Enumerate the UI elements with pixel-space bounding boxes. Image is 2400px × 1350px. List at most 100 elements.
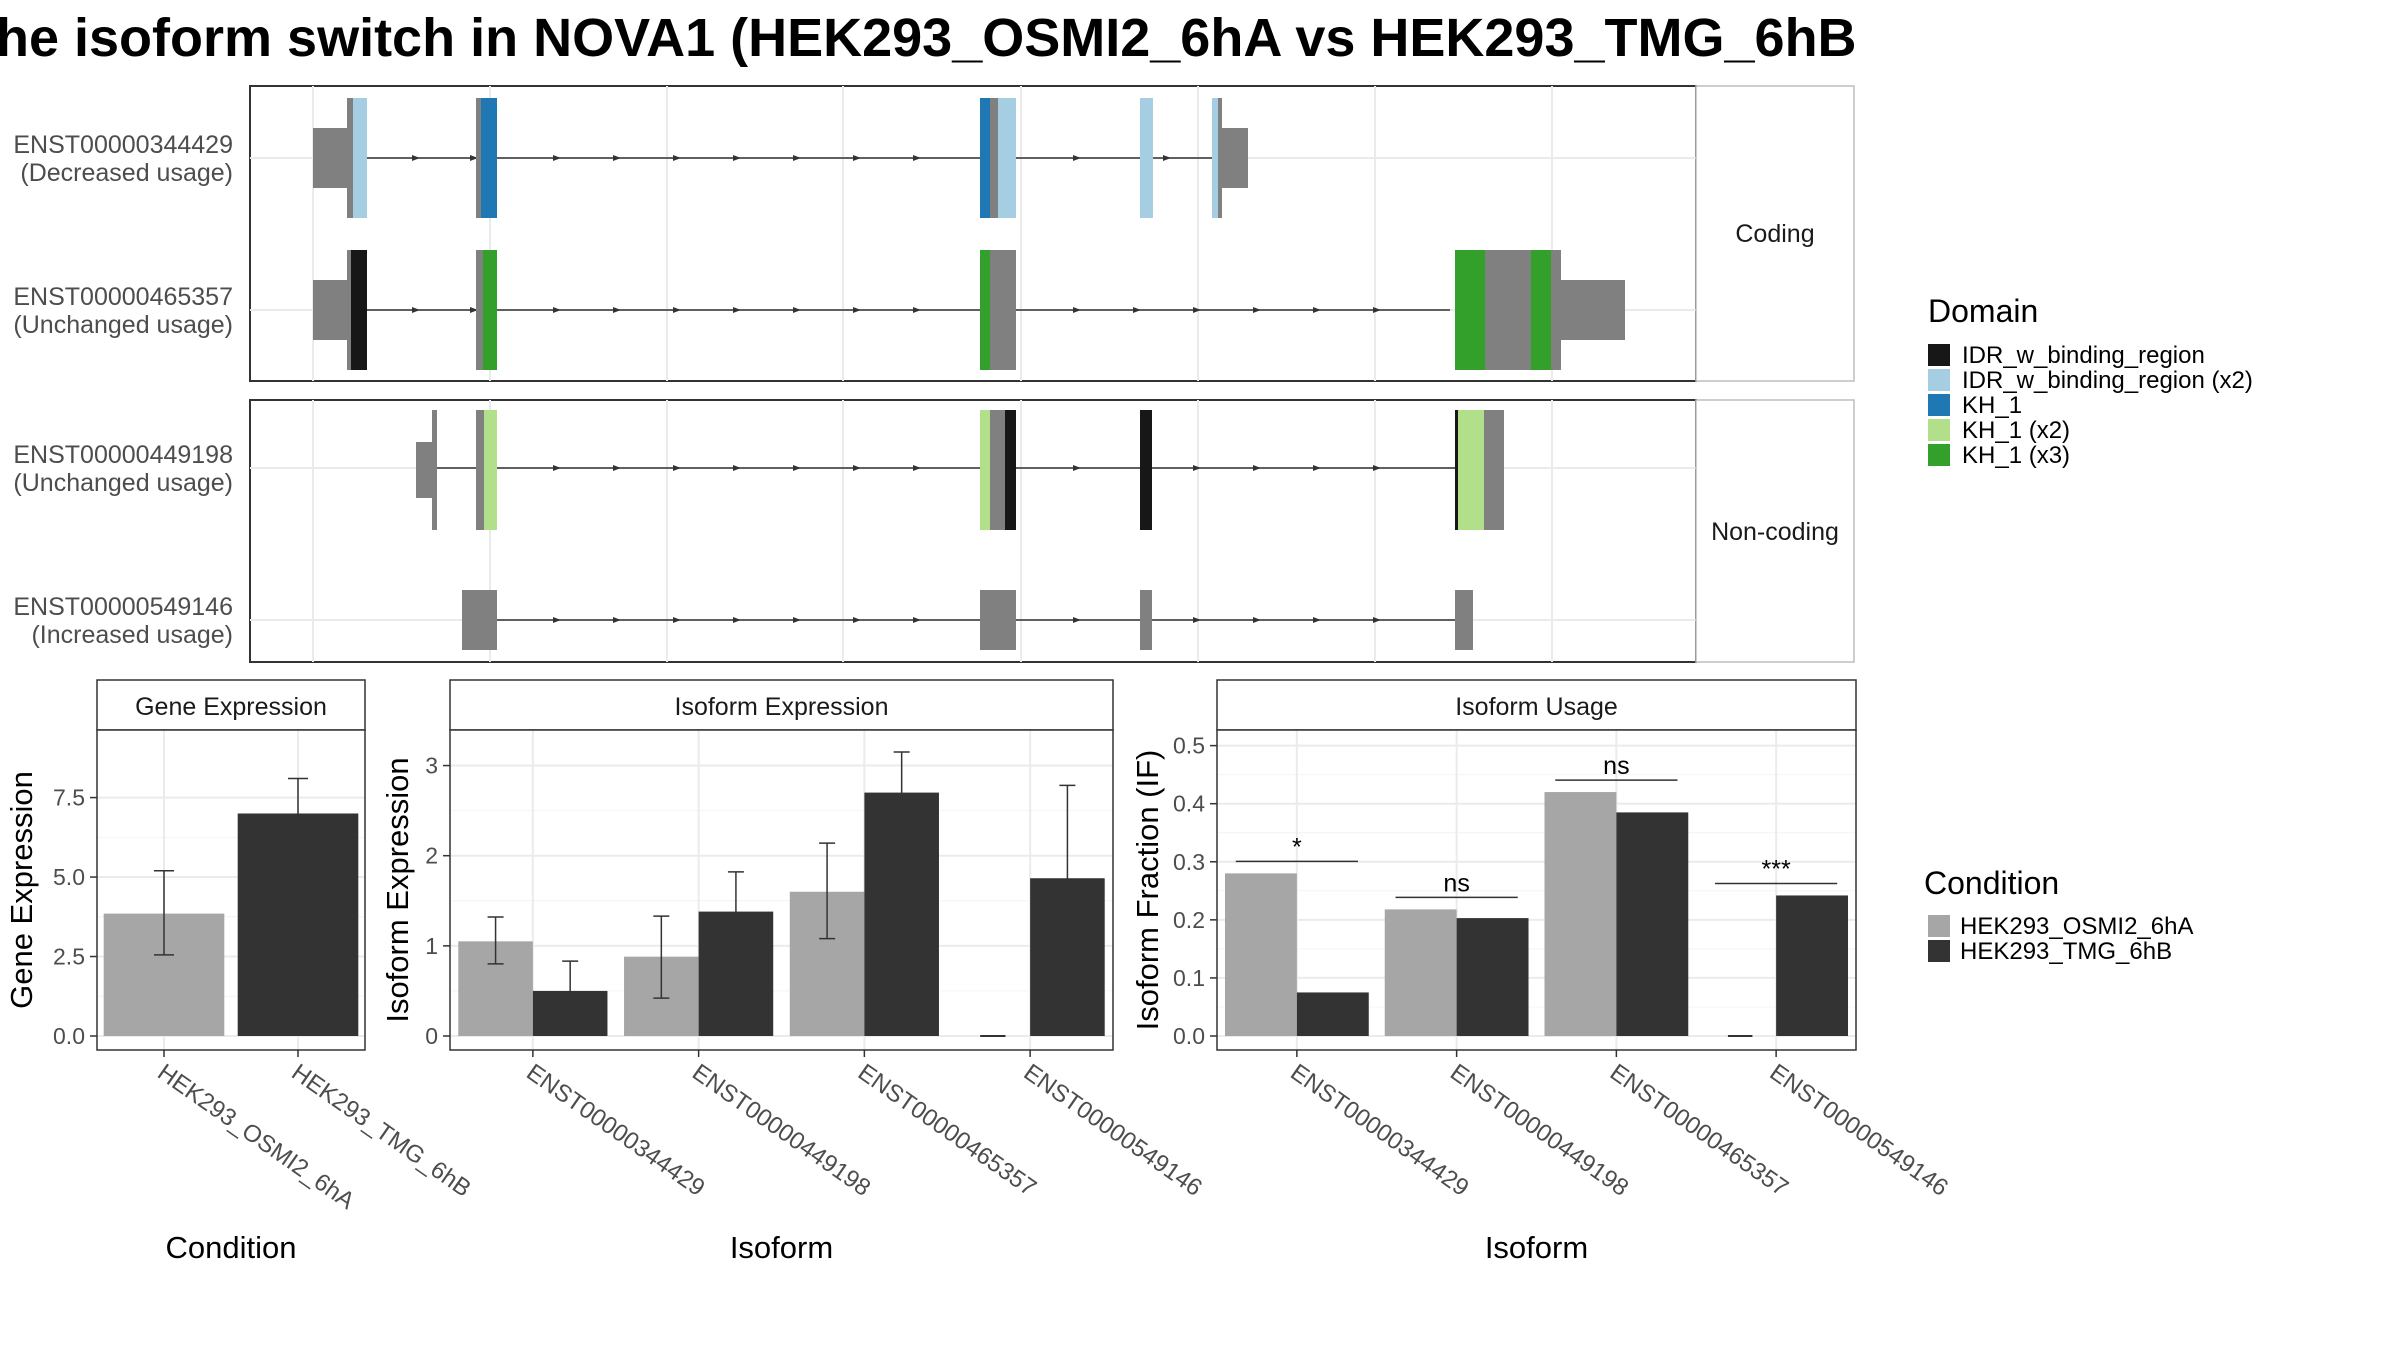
exon <box>1455 590 1473 650</box>
domain-legend-label: KH_1 (x3) <box>1962 442 2070 469</box>
x-tick-label: ENST00000449198 <box>687 1059 875 1202</box>
domain-idr <box>1455 410 1458 530</box>
y-tick-label: 0.3 <box>1173 849 1205 875</box>
utr-exon <box>1222 128 1248 188</box>
isoform-usage-label: (Increased usage) <box>31 621 233 649</box>
y-tick-label: 0.0 <box>53 1023 85 1049</box>
utr-exon <box>416 442 432 498</box>
domain-kh1-x3 <box>980 250 990 370</box>
plot-frame <box>449 729 1114 1051</box>
utr-exon <box>1561 280 1625 340</box>
isoform-label: ENST00000465357 <box>13 283 233 311</box>
isoform-labels: ENST00000344429 (Decreased usage) ENST00… <box>13 131 233 649</box>
strip-label-noncoding: Non-coding <box>1711 518 1839 546</box>
plot-frame <box>1216 729 1857 1051</box>
intron-arrows <box>412 307 1381 313</box>
y-tick-label: 2.5 <box>53 944 85 970</box>
gene-expression-chart: Gene Expression0.02.55.07.5HEK293_OSMI2_… <box>4 679 476 1265</box>
exon <box>990 410 1005 530</box>
exon <box>1140 590 1152 650</box>
domain-idr-x2 <box>1212 98 1218 218</box>
y-tick-label: 0 <box>425 1023 438 1049</box>
exon <box>1218 98 1222 218</box>
y-tick-label: 2 <box>425 843 438 869</box>
y-axis-title: Isoform Expression <box>380 757 415 1022</box>
bar-condition-b <box>237 813 359 1036</box>
domain-legend-label: KH_1 <box>1962 392 2022 419</box>
x-axis-title: Condition <box>166 1230 297 1265</box>
bar-condition-a <box>1384 909 1457 1036</box>
isoform-label: ENST00000344429 <box>13 131 233 159</box>
domain-kh1-x2 <box>1458 410 1484 530</box>
exon <box>462 590 497 650</box>
x-tick-label: ENST00000465357 <box>853 1059 1041 1202</box>
exon <box>347 250 351 370</box>
y-tick-label: 0.4 <box>1173 791 1205 817</box>
significance-label: ns <box>1603 752 1629 780</box>
isoform-usage-label: (Unchanged usage) <box>13 469 233 497</box>
domain-idr-x2 <box>353 98 367 218</box>
intron-arrows <box>553 617 1381 623</box>
bar-condition-b <box>1776 895 1849 1036</box>
condition-legend-swatch <box>1928 915 1950 937</box>
exon <box>476 250 483 370</box>
x-tick-label: ENST00000549146 <box>1019 1059 1207 1202</box>
isoform-label: ENST00000449198 <box>13 441 233 469</box>
figure-title: he isoform switch in NOVA1 (HEK293_OSMI2… <box>0 8 1857 68</box>
x-tick-label: ENST00000344429 <box>521 1059 709 1202</box>
domain-idr <box>1140 410 1152 530</box>
noncoding-strip <box>1695 399 1855 663</box>
bar-condition-b <box>1616 812 1689 1036</box>
y-axis-title: Isoform Fraction (IF) <box>1130 750 1165 1031</box>
domain-legend-swatch <box>1928 419 1950 441</box>
y-tick-label: 0.2 <box>1173 907 1205 933</box>
domain-legend-label: IDR_w_binding_region (x2) <box>1962 367 2253 394</box>
isoform-usage-label: (Decreased usage) <box>20 159 233 187</box>
x-axis-title: Isoform <box>730 1230 833 1265</box>
exon <box>347 98 353 218</box>
domain-legend-swatch <box>1928 444 1950 466</box>
y-tick-label: 1 <box>425 933 438 959</box>
significance-label: ns <box>1443 869 1469 897</box>
domain-legend-swatch <box>1928 394 1950 416</box>
x-axis-title: Isoform <box>1485 1230 1588 1265</box>
y-tick-label: 0.5 <box>1173 733 1205 759</box>
bar-condition-b <box>864 792 939 1036</box>
domain-legend-swatch <box>1928 369 1950 391</box>
bar-condition-b <box>1456 918 1529 1036</box>
significance-label: * <box>1292 833 1302 861</box>
exon <box>1484 410 1504 530</box>
panel-title: Gene Expression <box>135 693 327 721</box>
significance-label: *** <box>1762 855 1791 883</box>
panel-strip <box>1216 679 1857 731</box>
domain-kh1 <box>481 98 497 218</box>
coding-panel: Coding <box>249 85 1855 382</box>
exon <box>990 98 998 218</box>
domain-legend: Domain IDR_w_binding_regionIDR_w_binding… <box>1928 293 2253 469</box>
plot-frame <box>96 729 366 1051</box>
bar-condition-a <box>1224 873 1297 1036</box>
y-axis-title: Gene Expression <box>4 771 39 1009</box>
y-tick-label: 0.1 <box>1173 965 1205 991</box>
domain-kh1-x2 <box>484 410 497 530</box>
domain-legend-swatch <box>1928 344 1950 366</box>
condition-legend-label: HEK293_OSMI2_6hA <box>1960 913 2193 940</box>
condition-legend-swatch <box>1928 940 1950 962</box>
y-tick-label: 0.0 <box>1173 1023 1205 1049</box>
condition-legend-title: Condition <box>1924 865 2059 901</box>
bar-condition-b <box>1296 992 1369 1036</box>
coding-strip <box>1695 85 1855 382</box>
domain-idr <box>1005 410 1016 530</box>
x-tick-label: ENST00000549146 <box>1765 1059 1953 1202</box>
isoform-expression-chart: Isoform Expression0123ENST00000344429ENS… <box>380 679 1207 1265</box>
exon <box>476 410 484 530</box>
domain-kh1 <box>980 98 990 218</box>
exon <box>432 410 437 530</box>
y-tick-label: 5.0 <box>53 864 85 890</box>
domain-kh1-x2 <box>980 410 990 530</box>
y-tick-label: 7.5 <box>53 785 85 811</box>
isoform-label: ENST00000549146 <box>13 593 233 621</box>
noncoding-panel: Non-coding <box>249 399 1855 663</box>
domain-idr-x2 <box>998 98 1016 218</box>
